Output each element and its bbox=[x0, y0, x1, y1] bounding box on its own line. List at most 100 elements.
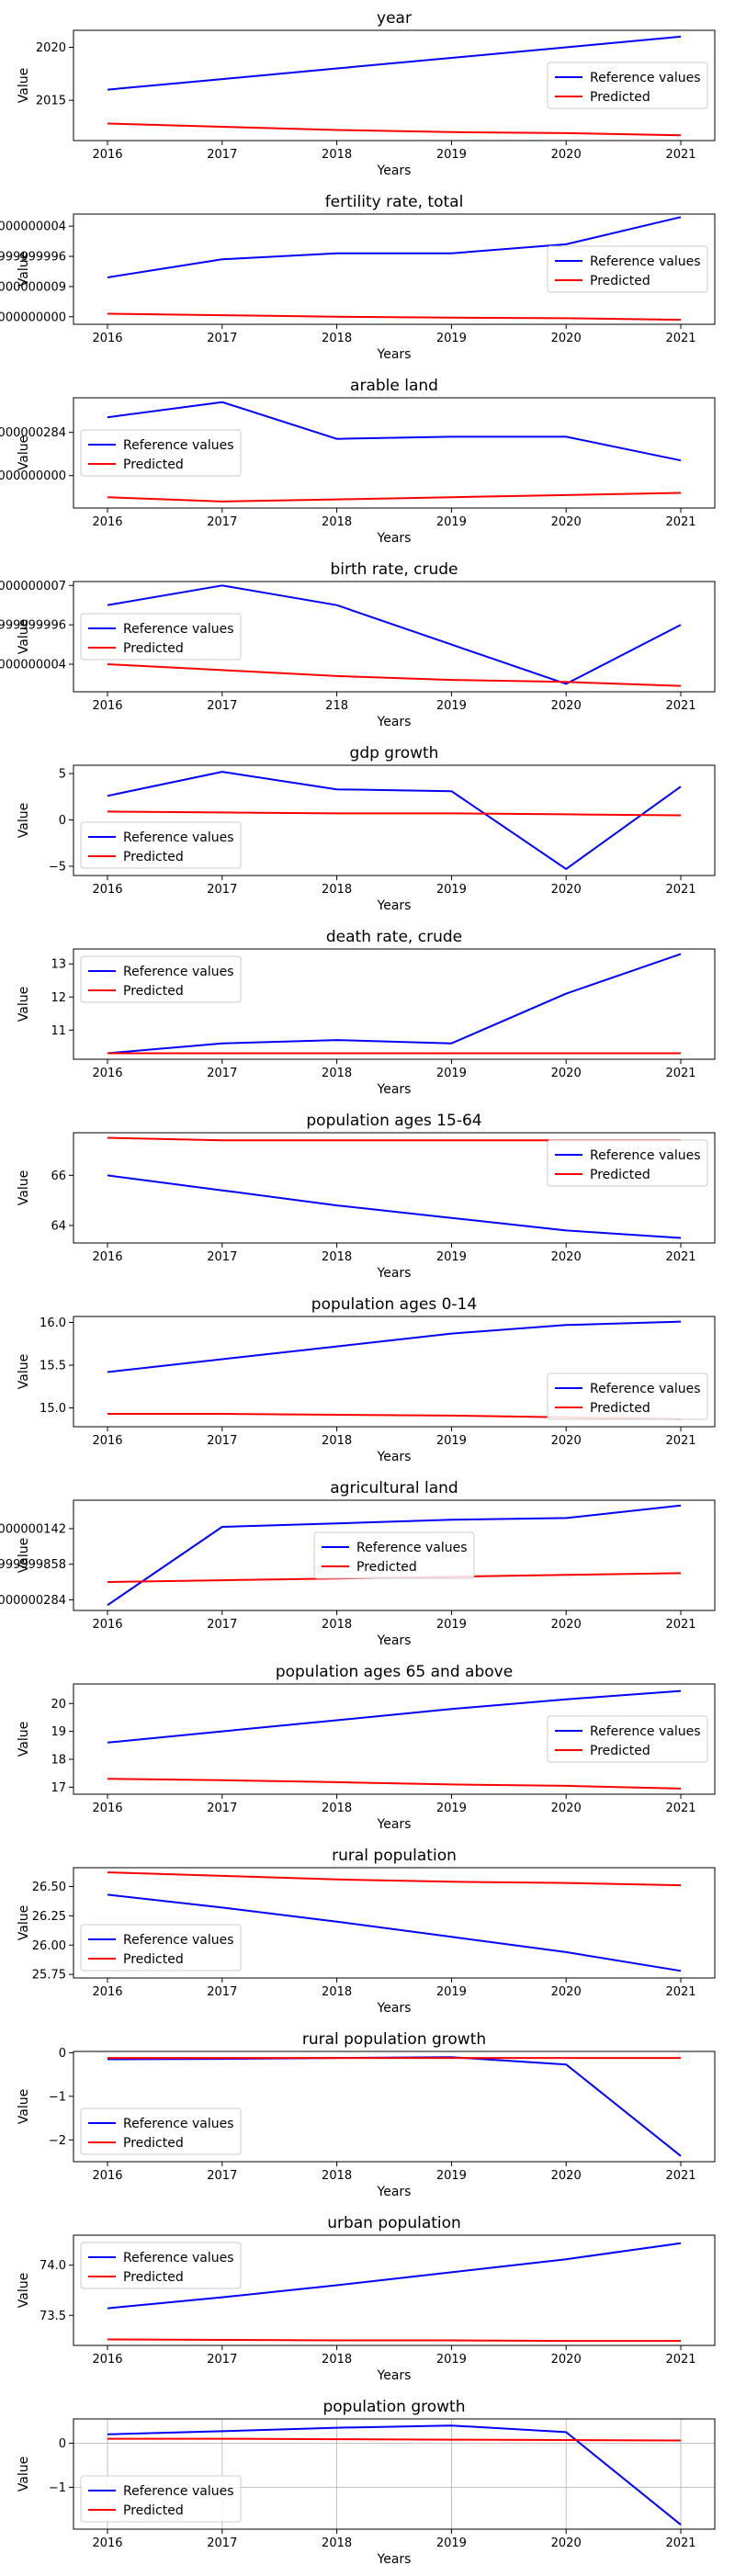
legend: Reference values Predicted bbox=[313, 1531, 475, 1579]
line-chart: year 2016 2017 2018 2019 2020 2021 2015 2020 Year… bbox=[17, 9, 716, 178]
x-tick-label: 2016 bbox=[92, 332, 122, 345]
line-chart: rural population growth 2016 2017 2018 2019 2… bbox=[17, 2030, 716, 2199]
reference-series-line bbox=[107, 1320, 682, 1373]
reference-series-line bbox=[107, 2242, 682, 2310]
x-tick-label: 2016 bbox=[92, 699, 122, 713]
legend: Reference values Predicted bbox=[547, 1139, 708, 1187]
legend: Reference values Predicted bbox=[80, 613, 242, 661]
x-tick-label: 2018 bbox=[322, 1618, 352, 1632]
y-tick-label: 1.69999999999999996 bbox=[0, 251, 66, 265]
x-axis-label: Years bbox=[377, 2185, 412, 2199]
plot-frame bbox=[73, 1316, 716, 1428]
plot-frame bbox=[73, 1499, 716, 1611]
y-tick-label: 10.4000000000000004 bbox=[0, 659, 66, 672]
line-chart: gdp growth 2016 2017 2018 2019 2020 2021 −5 0 5 Ye… bbox=[17, 744, 716, 913]
x-tick-label: 2016 bbox=[92, 1618, 122, 1632]
legend-label-predicted: Predicted bbox=[123, 984, 184, 999]
plot-frame bbox=[73, 1683, 716, 1795]
legend-box bbox=[80, 821, 242, 869]
chart-title: rural population bbox=[332, 1847, 457, 1865]
x-tick-label: 2020 bbox=[551, 332, 582, 345]
chart-title: population ages 65 and above bbox=[276, 1663, 513, 1681]
plot-frame bbox=[73, 2418, 716, 2530]
chart-title: birth rate, crude bbox=[330, 560, 458, 579]
reference-series-line bbox=[107, 1689, 682, 1744]
y-tick-label: 12 bbox=[51, 991, 66, 1005]
chart-title: death rate, crude bbox=[326, 928, 462, 946]
y-tick-label: 18 bbox=[51, 1754, 66, 1768]
y-tick-label: 15.5 bbox=[40, 1360, 66, 1373]
chart-panel: fertility rate, total 2016 2017 2018 2019 202… bbox=[0, 184, 735, 367]
x-tick-label: 2019 bbox=[436, 515, 467, 529]
x-tick-label: 2019 bbox=[436, 1250, 467, 1264]
line-chart: arable land 2016 2017 2018 2019 2020 2021 32.00… bbox=[0, 377, 716, 546]
x-tick-label: 2017 bbox=[207, 1618, 237, 1632]
chart-title: fertility rate, total bbox=[325, 193, 464, 211]
legend: Reference values Predicted bbox=[80, 1924, 242, 1972]
x-tick-label: 2017 bbox=[207, 1067, 237, 1080]
legend-label-reference: Reference values bbox=[123, 2117, 233, 2131]
y-axis-label: Value bbox=[17, 2089, 31, 2124]
x-tick-label: 2018 bbox=[322, 148, 352, 162]
x-tick-label: 2016 bbox=[92, 148, 122, 162]
x-tick-label: 2017 bbox=[207, 699, 237, 713]
x-tick-label: 2020 bbox=[551, 1067, 582, 1080]
y-tick-label: 10.8000000000000007 bbox=[0, 580, 66, 593]
y-tick-label: 16.0 bbox=[40, 1316, 66, 1330]
legend-box bbox=[547, 1373, 708, 1420]
legend-label-predicted: Predicted bbox=[590, 1401, 650, 1416]
x-tick-label: 2018 bbox=[322, 1250, 352, 1264]
reference-series-line bbox=[107, 2424, 682, 2525]
y-tick-label: −1 bbox=[49, 2481, 66, 2495]
y-tick-label: 1.50000000000000000 bbox=[0, 311, 66, 324]
predicted-series-line bbox=[107, 810, 682, 817]
x-tick-label: 2017 bbox=[207, 1434, 237, 1448]
x-axis-label: Years bbox=[377, 1082, 412, 1097]
x-tick-label: 2019 bbox=[436, 699, 467, 713]
y-axis-label: Value bbox=[17, 1538, 31, 1573]
chart-panel: rural population 2016 2017 2018 2019 2020 2021… bbox=[0, 1837, 735, 2021]
y-tick-label: 45.39999999999999858 bbox=[0, 1558, 66, 1572]
x-tick-label: 2017 bbox=[207, 1985, 237, 1999]
y-axis-label: Value bbox=[17, 803, 31, 838]
chart-panel: population ages 65 and above 2016 2017 2018… bbox=[0, 1654, 735, 1837]
predicted-series-line bbox=[107, 2437, 682, 2442]
legend: Reference values Predicted bbox=[80, 2107, 242, 2155]
x-tick-label: 2016 bbox=[92, 1985, 122, 1999]
x-tick-label: 2021 bbox=[665, 332, 695, 345]
x-axis-label: Years bbox=[377, 1817, 412, 1832]
legend-label-predicted: Predicted bbox=[123, 2136, 184, 2151]
y-tick-label: 10.5999999999999996 bbox=[0, 619, 66, 633]
legend-label-reference: Reference values bbox=[123, 2484, 233, 2499]
x-tick-label: 2020 bbox=[551, 148, 582, 162]
x-tick-label: 2021 bbox=[665, 1618, 695, 1632]
legend-label-reference: Reference values bbox=[123, 622, 233, 637]
x-tick-label: 2016 bbox=[92, 1067, 122, 1080]
line-chart: urban population 2016 2017 2018 2019 2020 2021… bbox=[17, 2214, 716, 2383]
predicted-series-line bbox=[107, 1778, 682, 1790]
x-tick-label: 2018 bbox=[322, 883, 352, 897]
chart-panel: population growth 2016 2017 2018 2019 2020 202… bbox=[0, 2389, 735, 2572]
y-tick-label: 26.50 bbox=[32, 1881, 66, 1894]
y-tick-label: 11 bbox=[51, 1024, 66, 1038]
y-tick-label: 0 bbox=[59, 2437, 66, 2451]
x-tick-label: 2016 bbox=[92, 1434, 122, 1448]
legend-label-reference: Reference values bbox=[123, 830, 233, 845]
x-axis-label: Years bbox=[377, 2001, 412, 2016]
y-axis-label: Value bbox=[17, 2273, 31, 2308]
x-axis-label: Years bbox=[377, 1633, 412, 1648]
reference-series-line bbox=[107, 1504, 682, 1607]
x-tick-label: 2019 bbox=[436, 883, 467, 897]
x-tick-label: 2019 bbox=[436, 1802, 467, 1815]
plot-frame bbox=[73, 213, 716, 325]
y-tick-label: 20 bbox=[51, 1698, 66, 1712]
legend-label-reference: Reference values bbox=[590, 1724, 700, 1739]
line-chart: population growth 2016 2017 2018 2019 2020 202… bbox=[17, 2398, 716, 2567]
predicted-series-line bbox=[107, 312, 682, 322]
chart-panel: rural population growth 2016 2017 2018 2019 2… bbox=[0, 2021, 735, 2205]
chart-panel: year 2016 2017 2018 2019 2020 2021 2015 2020 Year… bbox=[0, 0, 735, 184]
legend-label-predicted: Predicted bbox=[590, 1744, 650, 1758]
legend-label-predicted: Predicted bbox=[590, 274, 650, 288]
plot-frame bbox=[73, 948, 716, 1060]
